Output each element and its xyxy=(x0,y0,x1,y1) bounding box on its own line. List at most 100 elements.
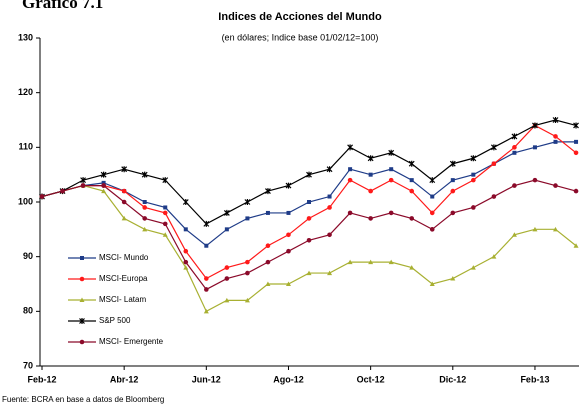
point xyxy=(388,259,394,265)
point xyxy=(512,183,517,188)
point xyxy=(224,265,230,270)
point xyxy=(285,281,291,286)
legend-marker xyxy=(79,297,85,302)
point xyxy=(244,199,251,205)
point xyxy=(553,139,558,144)
point xyxy=(265,188,271,195)
point xyxy=(347,177,353,183)
point xyxy=(429,210,435,216)
point xyxy=(121,215,127,221)
legend-marker xyxy=(80,256,84,260)
point xyxy=(285,182,292,189)
point xyxy=(430,194,435,199)
point xyxy=(573,122,579,129)
point xyxy=(429,177,436,184)
point xyxy=(265,259,271,265)
point xyxy=(327,205,332,210)
point xyxy=(512,150,517,155)
point xyxy=(286,210,291,215)
point xyxy=(450,178,455,183)
x-tick-label: Dic-12 xyxy=(439,374,466,384)
point xyxy=(573,188,579,194)
y-tick-label: 80 xyxy=(23,306,33,316)
point xyxy=(286,248,291,254)
point xyxy=(368,188,373,194)
point xyxy=(511,232,517,237)
series-line xyxy=(41,141,577,247)
point xyxy=(101,183,106,188)
point xyxy=(553,183,558,188)
point xyxy=(306,270,312,276)
point xyxy=(511,133,518,140)
point xyxy=(245,270,250,276)
point xyxy=(471,177,476,183)
chart-subtitle: (en dólares; Indice base 01/02/12=100) xyxy=(222,32,379,42)
point xyxy=(347,144,354,151)
series-line xyxy=(41,184,577,313)
point xyxy=(574,139,579,144)
y-tick-label: 100 xyxy=(18,196,33,206)
legend-label: MSCI- Latam xyxy=(99,295,146,304)
point xyxy=(368,216,373,221)
y-tick-label: 90 xyxy=(23,251,33,261)
point xyxy=(162,210,168,216)
point xyxy=(141,171,148,178)
point xyxy=(347,210,353,216)
point xyxy=(203,308,209,314)
point xyxy=(327,194,332,199)
point xyxy=(182,199,189,205)
point xyxy=(389,167,394,172)
point xyxy=(224,227,229,232)
point xyxy=(162,177,169,184)
legend-marker xyxy=(79,318,85,324)
point xyxy=(408,160,415,167)
legend-label: MSCI-Europa xyxy=(99,274,148,283)
point xyxy=(573,243,579,248)
legend-label: MSCI- Mundo xyxy=(99,253,149,262)
point xyxy=(490,144,497,151)
y-tick-label: 130 xyxy=(18,32,33,42)
legend-marker xyxy=(79,339,85,345)
point xyxy=(60,188,65,194)
point xyxy=(162,232,168,237)
point xyxy=(388,177,394,183)
point xyxy=(142,200,147,204)
point xyxy=(388,149,395,156)
point xyxy=(163,205,168,210)
x-tick-label: Jun-12 xyxy=(192,374,221,384)
point xyxy=(512,145,517,150)
point xyxy=(471,172,476,177)
point xyxy=(429,281,435,286)
point xyxy=(532,226,538,232)
x-tick-label: Feb-13 xyxy=(520,374,549,384)
y-tick-label: 70 xyxy=(23,360,33,370)
x-tick-label: Oct-12 xyxy=(357,374,385,384)
point xyxy=(470,265,476,270)
point xyxy=(80,183,86,188)
point xyxy=(573,150,579,156)
point xyxy=(367,155,374,162)
point xyxy=(244,297,250,303)
point xyxy=(183,227,188,232)
source: Fuente: BCRA en base a datos de Bloomber… xyxy=(2,395,164,404)
point xyxy=(101,188,107,194)
point xyxy=(224,276,230,281)
point xyxy=(532,177,538,183)
x-tick-label: Ago-12 xyxy=(273,374,304,384)
point xyxy=(450,188,456,194)
point xyxy=(368,259,374,265)
point xyxy=(491,161,497,167)
point xyxy=(532,122,538,129)
point xyxy=(265,281,271,286)
point xyxy=(245,259,250,265)
point xyxy=(121,199,127,205)
point xyxy=(142,216,147,221)
y-tick-label: 120 xyxy=(18,87,33,97)
y-tick-label: 110 xyxy=(18,142,33,152)
point xyxy=(553,226,558,232)
point xyxy=(204,243,209,248)
point xyxy=(347,259,353,265)
point xyxy=(306,171,312,178)
header: Gráfico 7.1 xyxy=(22,0,103,12)
legend-label: MSCI- Emergente xyxy=(99,337,164,346)
